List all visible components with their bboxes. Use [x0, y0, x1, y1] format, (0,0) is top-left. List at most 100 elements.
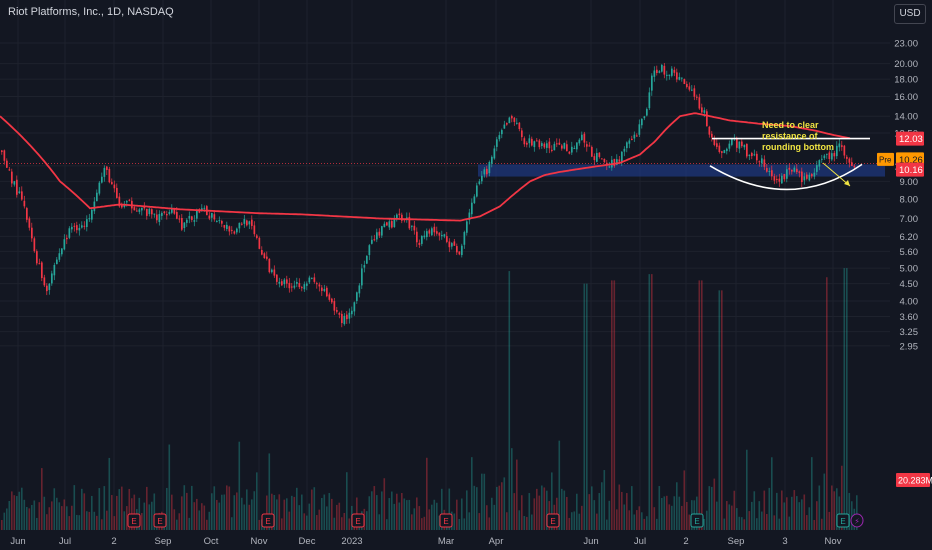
candle [248, 221, 251, 225]
earnings-marker[interactable]: E [690, 513, 704, 528]
volume-bar [583, 283, 586, 530]
candle [763, 159, 766, 167]
volume-bar [366, 511, 368, 530]
last-price-badge: 10.16 [899, 165, 923, 176]
earnings-marker[interactable]: E [127, 513, 141, 528]
candle [88, 218, 91, 220]
candle [481, 175, 483, 182]
candle [41, 262, 43, 279]
volume-bar [456, 499, 458, 530]
volume-bar [48, 507, 51, 530]
candle [1, 150, 3, 152]
volume-bar [461, 498, 463, 530]
candle [91, 209, 93, 220]
candle [511, 116, 513, 119]
candle [271, 269, 273, 273]
volume-bar [428, 509, 431, 530]
candle [768, 170, 771, 172]
candle [528, 138, 531, 144]
candle [266, 256, 268, 259]
candle [251, 219, 253, 226]
candle [816, 165, 818, 172]
candle [833, 152, 836, 157]
candle [318, 284, 321, 287]
candle [706, 111, 708, 127]
support-zone [478, 164, 885, 177]
price-tick-label: 6.20 [900, 232, 919, 243]
candle [83, 225, 86, 227]
earnings-marker[interactable]: E [439, 513, 453, 528]
candle [376, 232, 378, 240]
candle [133, 207, 136, 211]
candle [321, 287, 323, 291]
candle [826, 153, 828, 155]
volume-bar [123, 511, 126, 530]
price-tick-label: 5.00 [900, 264, 919, 275]
svg-text:⚡: ⚡ [854, 517, 860, 526]
volume-bar [391, 491, 393, 530]
volume-bar [718, 290, 721, 530]
rounding-bottom-arc [709, 163, 863, 191]
volume-bar [473, 485, 476, 530]
candle [188, 216, 191, 219]
volume-bar [563, 490, 566, 530]
volume-bar [816, 501, 818, 530]
candle [273, 269, 276, 276]
volume-bar [251, 499, 253, 530]
svg-text:E: E [694, 517, 699, 526]
candle [293, 285, 296, 288]
earnings-marker[interactable]: E [153, 513, 167, 528]
volume-bar [103, 486, 106, 530]
volume-bar [678, 496, 681, 530]
candle [291, 286, 293, 288]
volume-bar [501, 482, 503, 530]
price-tick-label: 9.00 [900, 177, 919, 188]
time-tick-label: 2 [683, 536, 688, 547]
currency-button[interactable]: USD [894, 4, 926, 24]
svg-text:E: E [265, 517, 270, 526]
volume-bar [166, 487, 168, 530]
candle [783, 174, 786, 180]
volume-bar [63, 499, 66, 530]
earnings-marker[interactable]: E [351, 513, 365, 528]
volume-bar [801, 499, 803, 530]
volume-bar [243, 504, 246, 530]
candle [643, 116, 646, 119]
volume-bar [153, 493, 156, 530]
time-tick-label: Jul [634, 536, 646, 547]
candle [111, 182, 113, 185]
earnings-marker[interactable]: E [836, 513, 850, 528]
volume-bar [178, 513, 181, 530]
volume-bar [466, 490, 468, 530]
volume-bar [128, 488, 131, 530]
candle [846, 156, 848, 159]
earnings-marker[interactable]: E [261, 513, 275, 528]
volume-bar [211, 493, 213, 530]
candle [498, 135, 501, 140]
volume-bar [676, 482, 678, 530]
candle [138, 209, 141, 212]
candle [543, 143, 546, 148]
volume-bar [503, 477, 506, 530]
volume-bar [486, 505, 488, 530]
volume-bar [608, 500, 611, 530]
volume-bar [231, 517, 233, 530]
candle [106, 166, 108, 170]
volume-bar [511, 448, 513, 530]
candle [828, 152, 831, 160]
candle [446, 236, 448, 242]
volume-bar [393, 503, 396, 530]
earnings-marker[interactable]: ⚡ [850, 513, 864, 528]
volume-bar [641, 512, 643, 530]
candle [553, 143, 556, 151]
volume-bar [271, 493, 273, 530]
candle [613, 158, 616, 167]
candle [168, 212, 171, 214]
candle [93, 201, 96, 212]
volume-bar [818, 485, 821, 530]
volume-bar [333, 517, 336, 530]
earnings-marker[interactable]: E [546, 513, 560, 528]
price-tick-label: 16.00 [894, 92, 918, 103]
volume-bar [788, 516, 791, 530]
